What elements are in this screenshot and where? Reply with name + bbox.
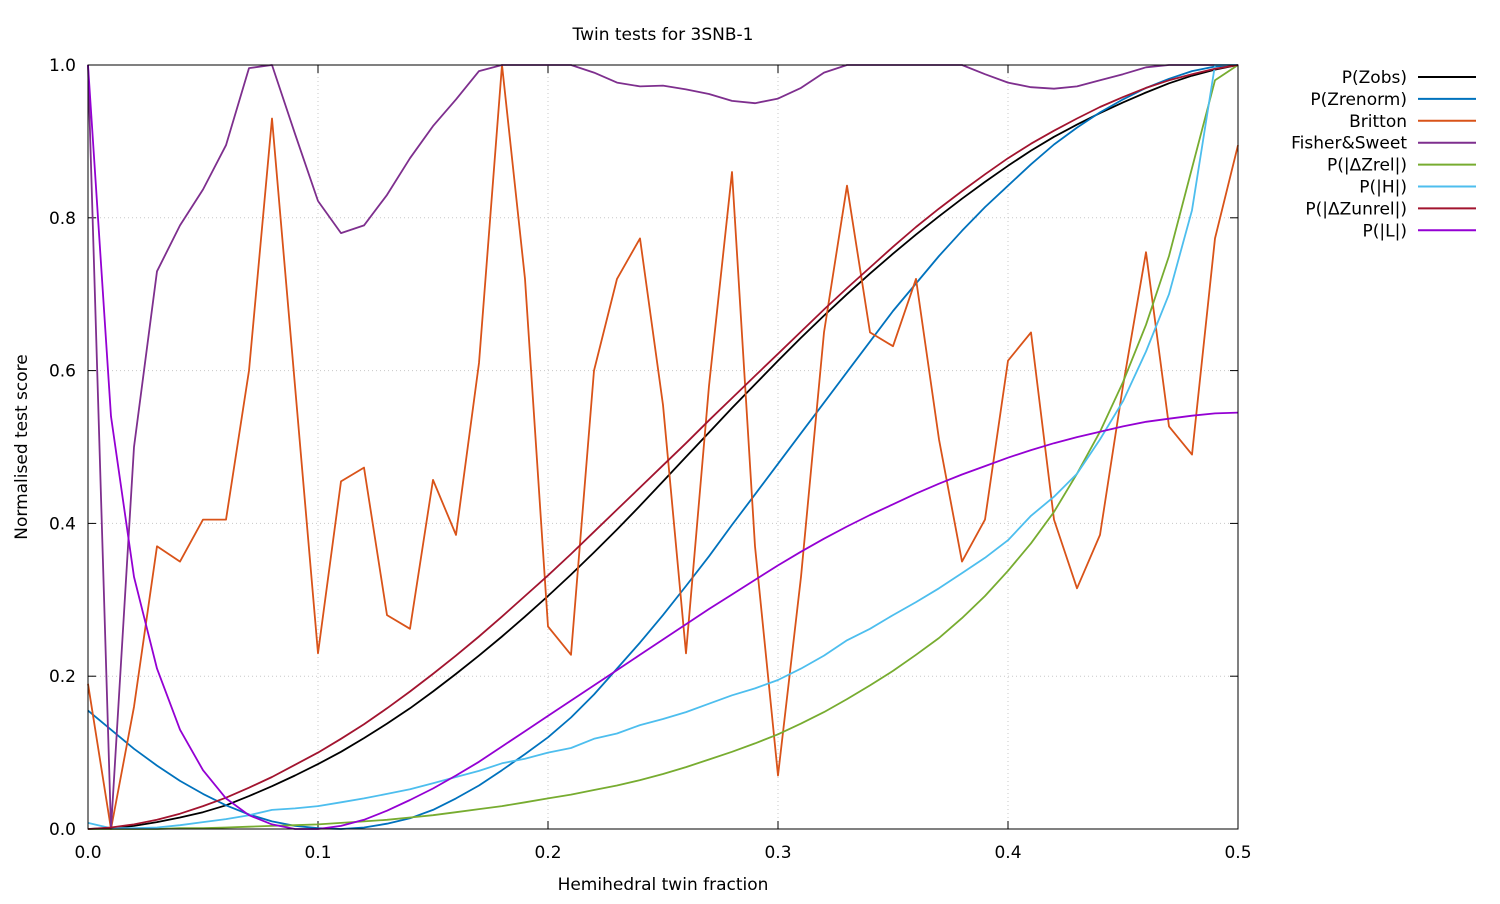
chart-title: Twin tests for 3SNB-1 — [572, 25, 754, 45]
legend-label: P(|L|) — [1363, 221, 1407, 241]
y-tick-label: 0.6 — [49, 362, 76, 382]
legend-label: P(Zobs) — [1342, 68, 1407, 88]
series-group — [87, 64, 1239, 830]
y-tick-label: 1.0 — [49, 56, 76, 76]
x-tick-label: 0.5 — [1224, 843, 1251, 863]
x-axis-label: Hemihedral twin fraction — [558, 875, 769, 895]
y-tick-label: 0.8 — [49, 209, 76, 229]
legend: P(Zobs)P(Zrenorm)BrittonFisher&SweetP(|Δ… — [1291, 68, 1476, 241]
legend-label: Britton — [1349, 112, 1407, 132]
y-axis-label: Normalised test score — [12, 354, 32, 539]
y-tick-label: 0.0 — [49, 820, 76, 840]
series-line-britton — [87, 64, 1239, 830]
y-tick-label: 0.2 — [49, 667, 76, 687]
series-line-p-zrenorm — [87, 64, 1239, 830]
x-tick-label: 0.1 — [304, 843, 331, 863]
series-line-p-zrel — [88, 64, 1239, 830]
legend-label: P(|H|) — [1359, 178, 1407, 198]
series-line-p-l — [87, 64, 1239, 830]
series-line-fisher-sweet — [87, 64, 1238, 830]
series-line-p-zobs — [87, 64, 1239, 830]
x-tick-label: 0.4 — [994, 843, 1021, 863]
x-tick-label: 0.3 — [764, 843, 791, 863]
series-line-p-zunrel — [87, 64, 1239, 830]
axis-ticks: 0.0 0.1 0.2 0.3 0.4 0.5 0.0 0.2 0.4 0.6 0.8 1.0 — [49, 56, 1252, 863]
x-tick-label: 0.2 — [534, 843, 561, 863]
x-tick-label: 0.0 — [74, 843, 101, 863]
legend-label: P(|ΔZunrel|) — [1305, 199, 1407, 219]
series-line-p-h — [87, 64, 1238, 830]
legend-label: P(Zrenorm) — [1310, 90, 1407, 110]
legend-label: P(|ΔZrel|) — [1327, 156, 1407, 176]
plot-frame — [87, 64, 1239, 830]
legend-label: Fisher&Sweet — [1291, 134, 1407, 154]
y-tick-label: 0.4 — [49, 514, 76, 534]
grid — [88, 65, 1238, 829]
